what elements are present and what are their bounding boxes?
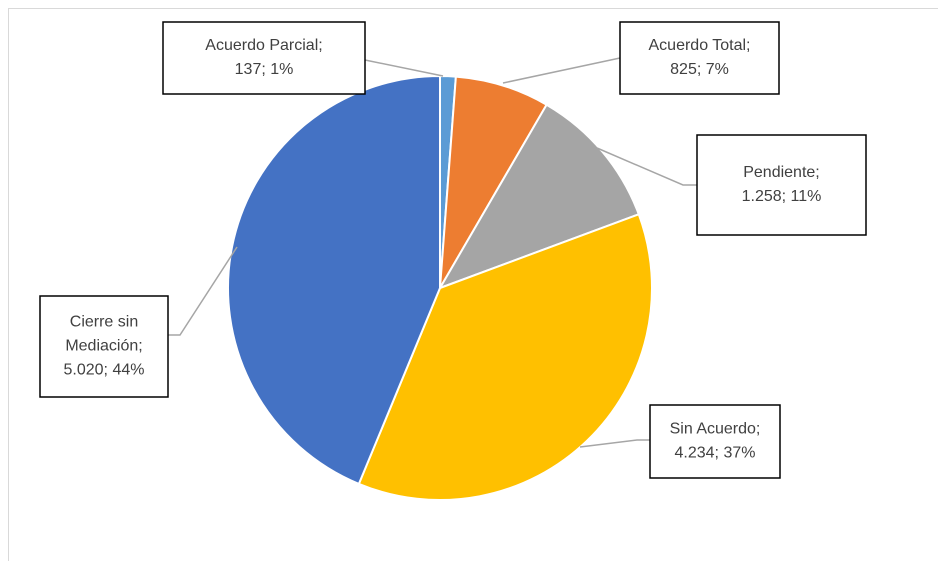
data-label: 137; 1% — [235, 61, 294, 78]
data-label: 5.020; 44% — [64, 362, 145, 379]
data-label: Sin Acuerdo; — [670, 421, 761, 438]
data-label: Pendiente; — [743, 164, 820, 181]
leader-line — [364, 59, 444, 77]
leader-line — [168, 246, 238, 336]
pie-slice — [357, 213, 653, 501]
data-label: 825; 7% — [670, 61, 729, 78]
data-label-box — [649, 404, 781, 479]
data-label-box — [39, 295, 169, 398]
data-label: 1.258; 11% — [742, 188, 822, 205]
data-label-box — [696, 134, 867, 236]
data-label: Acuerdo Parcial; — [205, 37, 322, 54]
data-label: Cierre sin — [70, 314, 138, 331]
data-label: 4.234; 37% — [675, 445, 756, 462]
leader-line — [596, 147, 697, 186]
data-label: Acuerdo Total; — [649, 37, 751, 54]
chart-border — [8, 8, 938, 561]
leader-line — [502, 57, 621, 84]
pie-slice — [437, 103, 641, 290]
leader-line — [579, 439, 650, 448]
data-label-box — [162, 21, 366, 95]
data-label: Mediación; — [65, 338, 142, 355]
data-label-box — [619, 21, 780, 95]
